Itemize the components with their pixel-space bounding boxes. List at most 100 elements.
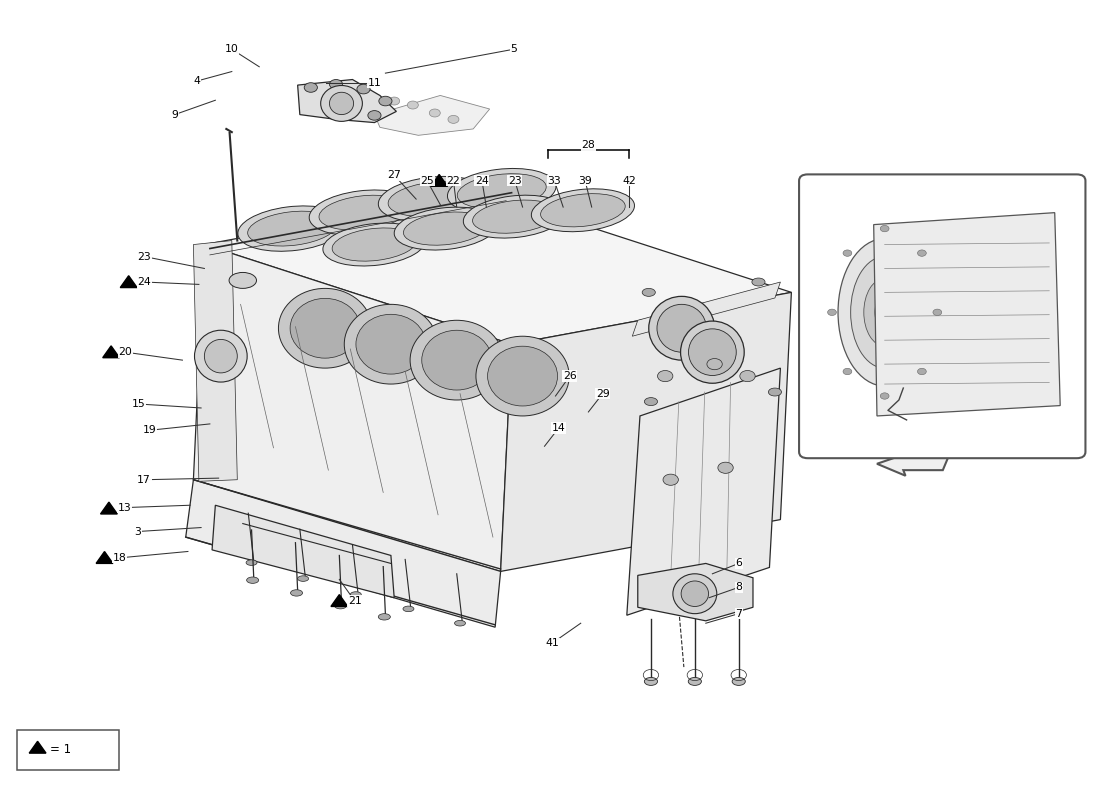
Circle shape (718, 462, 734, 474)
Circle shape (378, 96, 392, 106)
Ellipse shape (403, 606, 414, 612)
Text: 17: 17 (138, 474, 151, 485)
Ellipse shape (752, 278, 766, 286)
Polygon shape (627, 368, 780, 615)
Ellipse shape (356, 314, 426, 374)
Polygon shape (120, 276, 138, 287)
Polygon shape (100, 502, 118, 514)
Circle shape (388, 97, 399, 105)
Ellipse shape (332, 228, 417, 261)
Polygon shape (431, 174, 448, 186)
Ellipse shape (246, 577, 258, 583)
Ellipse shape (378, 177, 487, 222)
Ellipse shape (388, 182, 477, 217)
Polygon shape (186, 480, 500, 627)
Ellipse shape (850, 257, 918, 368)
Circle shape (843, 368, 851, 374)
Ellipse shape (645, 398, 658, 406)
Text: 23: 23 (508, 176, 521, 186)
Text: 11: 11 (367, 78, 382, 88)
Ellipse shape (290, 298, 360, 358)
Ellipse shape (448, 169, 556, 214)
Ellipse shape (229, 273, 256, 288)
Text: 24: 24 (138, 277, 151, 287)
Text: eurospares: eurospares (267, 310, 613, 490)
Polygon shape (374, 95, 490, 135)
Text: 13: 13 (118, 502, 131, 513)
Text: 20: 20 (119, 347, 132, 357)
Ellipse shape (404, 212, 488, 246)
Ellipse shape (246, 560, 257, 566)
Ellipse shape (642, 288, 656, 296)
Ellipse shape (531, 189, 635, 232)
Text: 5: 5 (510, 44, 517, 54)
Ellipse shape (378, 614, 390, 620)
Circle shape (933, 309, 942, 315)
Ellipse shape (321, 86, 362, 122)
Text: 26: 26 (563, 371, 576, 381)
Ellipse shape (205, 339, 238, 373)
Polygon shape (194, 245, 512, 571)
Ellipse shape (689, 678, 702, 686)
Ellipse shape (309, 190, 418, 235)
Text: 6: 6 (735, 558, 743, 569)
Polygon shape (877, 452, 950, 476)
Polygon shape (331, 594, 348, 606)
Ellipse shape (323, 223, 426, 266)
Text: 16: 16 (962, 362, 976, 371)
Ellipse shape (733, 678, 746, 686)
Text: 7: 7 (735, 609, 743, 618)
Ellipse shape (330, 92, 353, 114)
Circle shape (917, 250, 926, 256)
Ellipse shape (463, 195, 566, 238)
Ellipse shape (421, 330, 492, 390)
Ellipse shape (248, 211, 337, 246)
Polygon shape (500, 292, 791, 571)
Text: 18: 18 (113, 553, 127, 563)
Ellipse shape (195, 330, 248, 382)
Ellipse shape (540, 194, 625, 227)
Text: 39: 39 (579, 176, 592, 186)
Polygon shape (638, 563, 754, 621)
Text: 8: 8 (735, 582, 743, 592)
Ellipse shape (410, 320, 504, 400)
Circle shape (843, 250, 851, 256)
Text: 28: 28 (582, 140, 595, 150)
Circle shape (880, 226, 889, 232)
Text: 9: 9 (172, 110, 178, 119)
Ellipse shape (290, 590, 303, 596)
Circle shape (305, 82, 318, 92)
Text: 23: 23 (138, 251, 151, 262)
Ellipse shape (689, 329, 736, 375)
Ellipse shape (278, 288, 372, 368)
Text: 4: 4 (194, 76, 200, 86)
Circle shape (707, 358, 723, 370)
Ellipse shape (334, 602, 346, 609)
Circle shape (917, 368, 926, 374)
Text: 41: 41 (546, 638, 559, 648)
Text: 15: 15 (132, 399, 145, 409)
Text: 40: 40 (962, 397, 976, 406)
Text: = 1: = 1 (50, 743, 70, 757)
Text: 33: 33 (548, 176, 561, 186)
Ellipse shape (298, 576, 309, 582)
Ellipse shape (649, 296, 715, 360)
Polygon shape (194, 241, 238, 482)
FancyBboxPatch shape (799, 174, 1086, 458)
Polygon shape (632, 282, 780, 336)
Circle shape (663, 474, 679, 486)
Circle shape (448, 115, 459, 123)
Text: 3: 3 (134, 526, 141, 537)
Circle shape (740, 370, 756, 382)
Ellipse shape (487, 346, 558, 406)
Circle shape (330, 79, 342, 89)
Ellipse shape (657, 304, 706, 352)
Ellipse shape (454, 621, 465, 626)
Polygon shape (212, 506, 394, 598)
Polygon shape (30, 742, 46, 753)
Ellipse shape (681, 321, 745, 383)
Ellipse shape (473, 200, 558, 234)
Ellipse shape (476, 336, 569, 416)
Circle shape (658, 370, 673, 382)
Polygon shape (873, 213, 1060, 416)
